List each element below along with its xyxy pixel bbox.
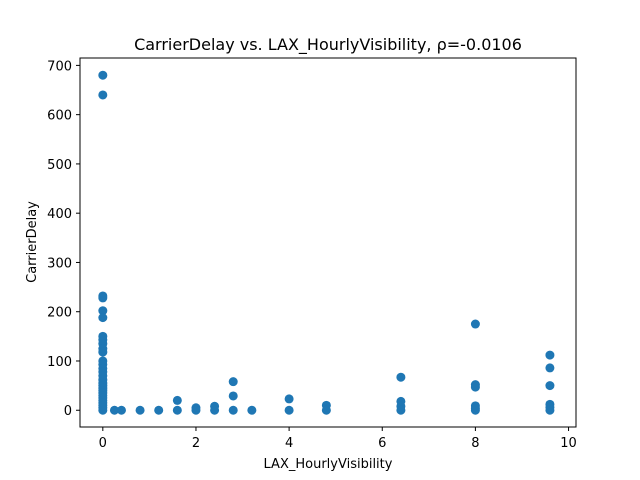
data-point-59 — [545, 381, 555, 391]
data-point-51 — [470, 319, 480, 329]
data-point-43 — [284, 394, 294, 404]
data-point-36 — [191, 405, 201, 415]
data-point-29 — [109, 405, 119, 415]
y-tick-label: 700 — [47, 59, 72, 74]
data-point-34 — [172, 405, 182, 415]
x-axis: 0 2 4 6 8 10 — [99, 427, 577, 451]
plot-frame — [79, 57, 577, 428]
y-tick-label: 500 — [47, 158, 72, 173]
y-tick-label: 600 — [47, 109, 72, 124]
data-point-39 — [228, 377, 238, 387]
y-axis-label: CarrierDelay — [25, 201, 40, 283]
data-point-46 — [321, 405, 331, 415]
data-point-31 — [135, 405, 145, 415]
data-point-58 — [545, 363, 555, 373]
data-point-53 — [470, 382, 480, 392]
x-tick-label: 0 — [99, 436, 107, 451]
x-tick-label: 4 — [285, 436, 293, 451]
points-layer — [98, 70, 555, 415]
x-tick-label: 2 — [192, 436, 200, 451]
data-point-5 — [98, 313, 108, 323]
data-point-1 — [98, 90, 108, 100]
y-tick-label: 200 — [47, 306, 72, 321]
data-point-0 — [98, 70, 108, 80]
chart-title: CarrierDelay vs. LAX_HourlyVisibility, ρ… — [134, 35, 522, 55]
data-point-28 — [98, 405, 108, 415]
data-point-30 — [116, 405, 126, 415]
data-point-38 — [210, 405, 220, 415]
data-point-56 — [470, 405, 480, 415]
x-tick-label: 10 — [560, 436, 577, 451]
x-tick-label: 8 — [471, 436, 479, 451]
data-point-47 — [396, 372, 406, 382]
data-point-10 — [98, 347, 108, 357]
data-point-41 — [228, 405, 238, 415]
data-point-3 — [98, 293, 108, 303]
data-point-42 — [247, 405, 257, 415]
y-tick-label: 400 — [47, 207, 72, 222]
data-point-57 — [545, 350, 555, 360]
y-axis: 0 100 200 300 400 500 600 700 — [47, 59, 80, 419]
data-point-33 — [172, 395, 182, 405]
data-point-62 — [545, 405, 555, 415]
x-tick-label: 6 — [378, 436, 386, 451]
data-point-50 — [396, 405, 406, 415]
x-axis-label: LAX_HourlyVisibility — [264, 457, 393, 472]
y-tick-label: 0 — [64, 404, 72, 419]
data-point-32 — [154, 405, 164, 415]
y-tick-label: 300 — [47, 256, 72, 271]
y-tick-label: 100 — [47, 355, 72, 370]
data-point-44 — [284, 405, 294, 415]
data-point-40 — [228, 391, 238, 401]
data-point-4 — [98, 306, 108, 316]
